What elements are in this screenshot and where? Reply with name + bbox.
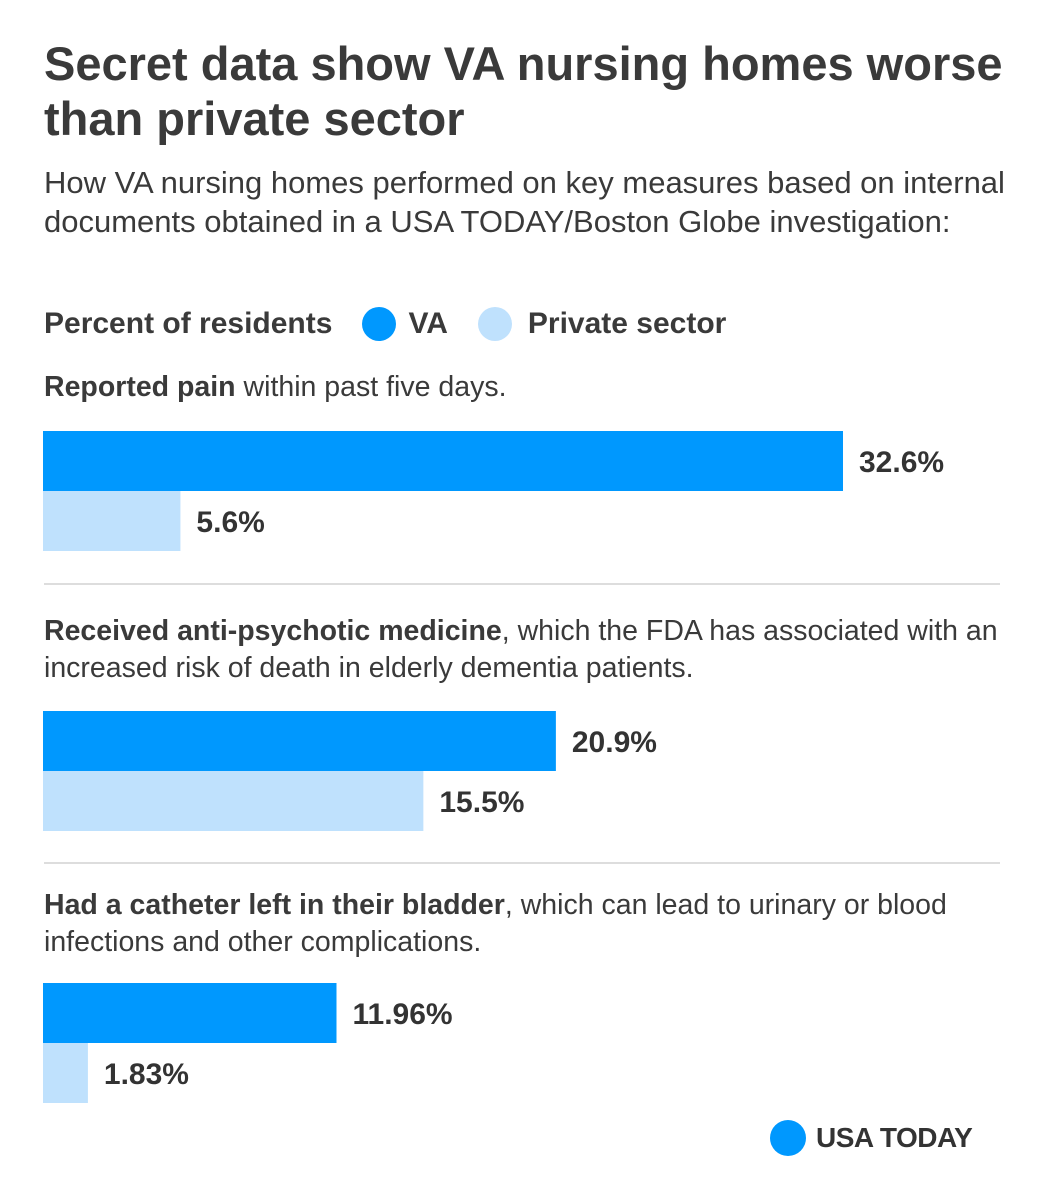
value-label-panel-3-va: 11.96% <box>352 998 452 1031</box>
panel-2-bold-label: Received anti-psychotic medicine <box>44 615 502 647</box>
bar-panel-2-private <box>43 771 424 831</box>
panel-1-bold-label: Reported pain <box>44 371 236 403</box>
panel-1-heading: Reported pain within past five days. <box>44 369 1029 406</box>
legend-va-label: VA <box>408 307 448 340</box>
legend-lead-label: Percent of residents <box>44 307 333 340</box>
usa-today-logo: USA TODAY <box>770 1120 973 1156</box>
bar-panel-3-va <box>43 983 337 1043</box>
bar-panel-1-va <box>43 431 843 491</box>
bar-panel-1-private <box>43 491 181 551</box>
panel-1-rest-label: within past five days. <box>235 371 507 403</box>
legend-private-label: Private sector <box>527 307 727 340</box>
usa-today-wordmark: USA TODAY <box>816 1122 973 1153</box>
bar-panel-3-private <box>43 1043 88 1103</box>
value-label-panel-1-private: 5.6% <box>196 506 264 539</box>
usa-today-dot-icon <box>770 1120 806 1156</box>
value-label-panel-1-va: 32.6% <box>859 446 944 479</box>
panel-2-rest-label: , which the FDA has associated with an i… <box>44 615 998 684</box>
value-label-panel-3-private: 1.83% <box>104 1058 189 1091</box>
legend-private-swatch <box>477 307 512 341</box>
value-label-panel-2-va: 20.9% <box>572 726 657 759</box>
chart-subtitle: How VA nursing homes performed on key me… <box>44 165 1005 239</box>
legend-va-swatch <box>362 307 397 341</box>
panel-divider-1 <box>44 583 1000 585</box>
legend: Percent of residents VA Private sector <box>44 304 726 344</box>
panel-divider-2 <box>44 862 1000 864</box>
panel-3-bold-label: Had a catheter left in their bladder <box>44 889 505 921</box>
panel-3-heading: Had a catheter left in their bladder, wh… <box>44 887 1029 961</box>
value-label-panel-2-private: 15.5% <box>439 786 524 819</box>
bar-panel-2-va <box>43 711 556 771</box>
panel-2-heading: Received anti-psychotic medicine, which … <box>44 613 1029 687</box>
chart-title: Secret data show VA nursing homes worse … <box>44 37 1003 145</box>
panel-3-rest-label: , which can lead to urinary or blood inf… <box>44 889 947 958</box>
